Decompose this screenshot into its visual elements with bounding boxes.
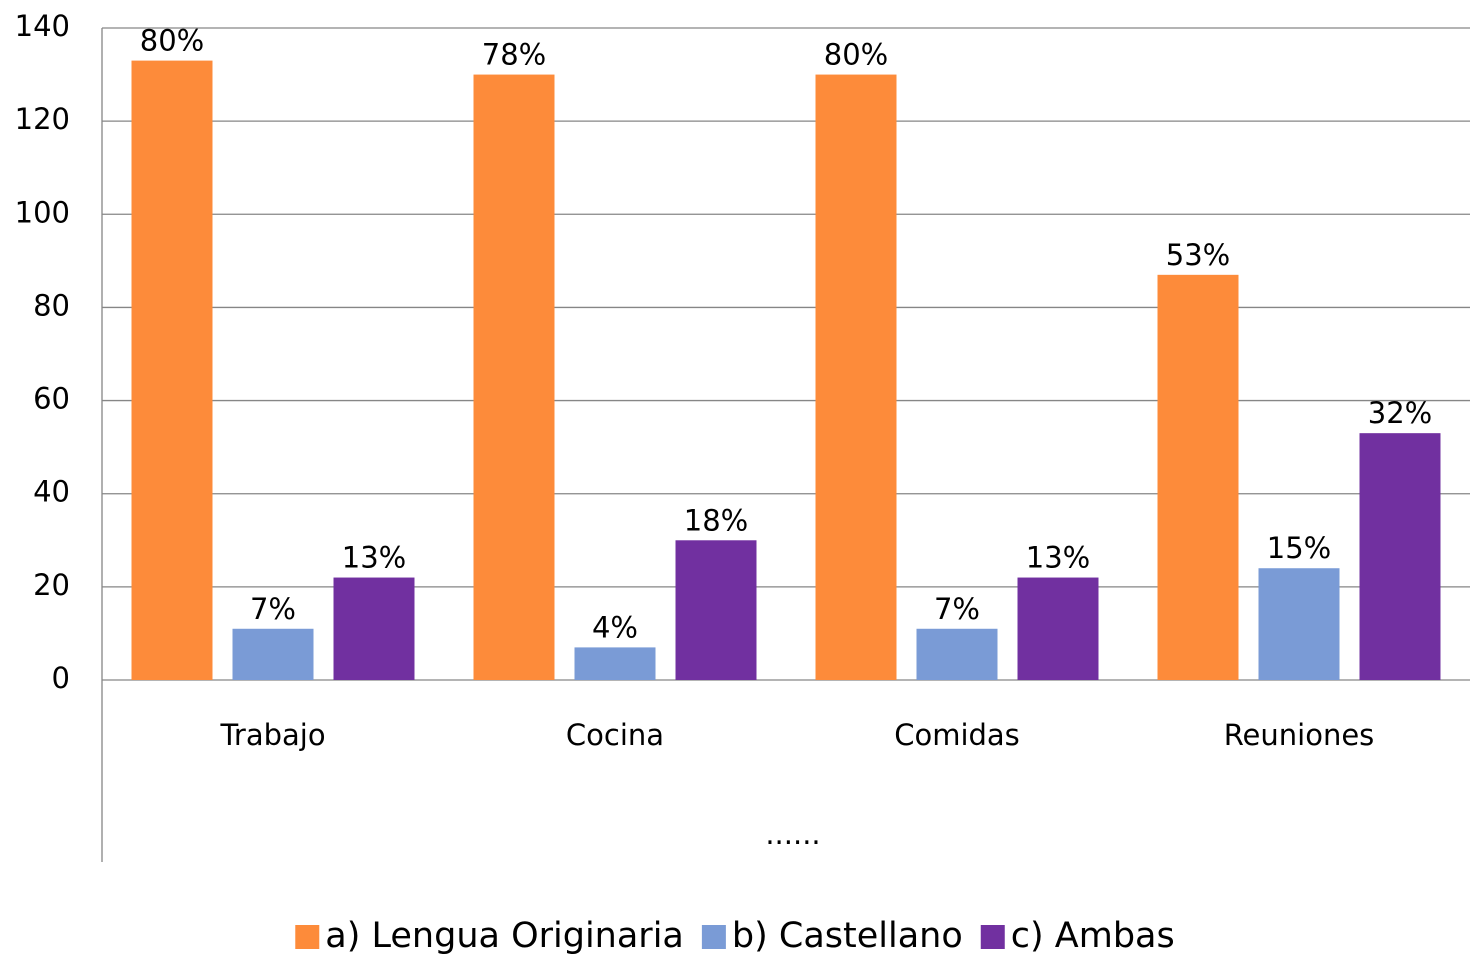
data-label: 78% xyxy=(482,38,546,72)
x-tick-label: Reuniones xyxy=(1224,718,1375,752)
bar xyxy=(574,647,656,680)
x-tick-label: Comidas xyxy=(894,718,1020,752)
bar xyxy=(675,540,757,680)
x-tick-label: Cocina xyxy=(566,718,664,752)
data-label: 13% xyxy=(1026,541,1090,575)
y-tick-label: 80 xyxy=(33,288,70,322)
bar xyxy=(131,60,213,681)
data-label: 32% xyxy=(1368,396,1432,430)
legend-swatch xyxy=(980,925,1005,949)
data-label: 7% xyxy=(250,592,296,626)
x-group-label: ...... xyxy=(765,817,820,851)
legend-label: c) Ambas xyxy=(1011,916,1175,956)
data-label: 13% xyxy=(342,541,406,575)
bar xyxy=(815,74,897,681)
data-label: 53% xyxy=(1166,238,1230,272)
data-label: 4% xyxy=(592,610,638,644)
bar xyxy=(473,74,555,681)
x-tick-label: Trabajo xyxy=(219,718,325,752)
bar xyxy=(1017,577,1099,680)
data-label: 18% xyxy=(684,503,748,537)
data-label: 7% xyxy=(934,592,980,626)
legend-label: a) Lengua Originaria xyxy=(325,916,684,956)
data-label: 80% xyxy=(824,38,888,72)
y-tick-label: 20 xyxy=(33,568,70,602)
bar xyxy=(232,628,314,680)
bar xyxy=(333,577,415,680)
bar xyxy=(916,628,998,680)
bar xyxy=(1157,274,1239,680)
legend-swatch xyxy=(701,925,726,949)
data-label: 15% xyxy=(1267,531,1331,565)
y-tick-label: 60 xyxy=(33,382,70,416)
legend-swatch xyxy=(295,925,320,949)
y-tick-label: 140 xyxy=(15,9,70,43)
y-tick-label: 120 xyxy=(15,102,70,136)
legend: a) Lengua Originaria b) Castellano c) Amba… xyxy=(295,916,1175,956)
legend-label: b) Castellano xyxy=(732,916,963,956)
data-label: 80% xyxy=(140,24,204,58)
bar xyxy=(1258,568,1340,680)
bar xyxy=(1359,433,1441,680)
y-tick-label: 40 xyxy=(33,475,70,509)
y-tick-label: 0 xyxy=(52,661,70,695)
y-tick-label: 100 xyxy=(15,195,70,229)
